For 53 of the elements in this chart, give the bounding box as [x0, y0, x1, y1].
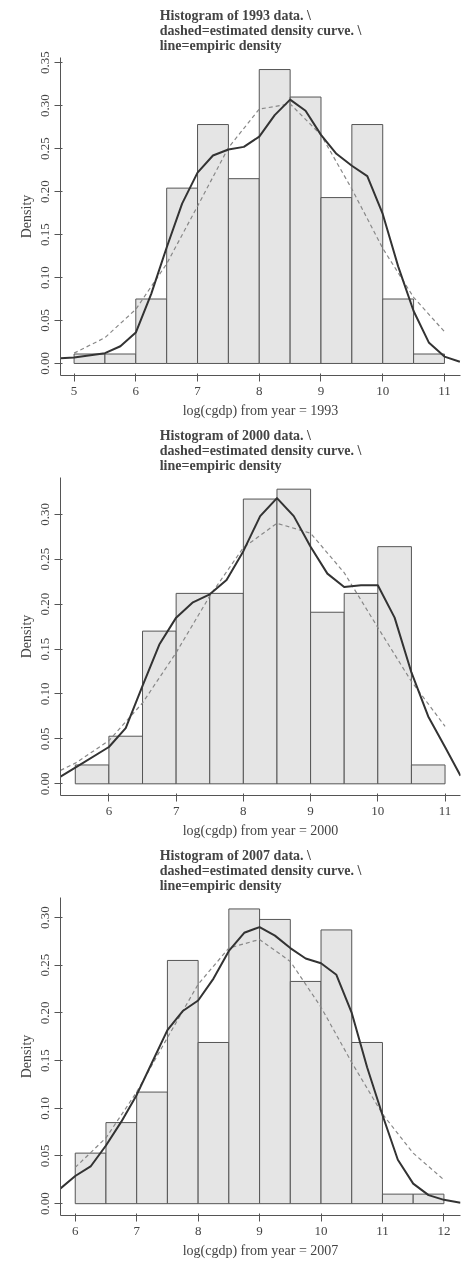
y-tick-label: 0.30: [37, 94, 53, 117]
x-tick-label: 9: [317, 382, 325, 398]
x-tick-label: 7: [172, 802, 180, 818]
y-tick-label: 0.25: [37, 547, 53, 571]
y-tick-label: 0.00: [37, 772, 53, 796]
y-tick-label: 0.20: [37, 1001, 53, 1025]
y-tick-label: 0.10: [37, 1096, 53, 1120]
y-tick-label: 0.15: [37, 637, 53, 661]
y-tick-label: 0.05: [37, 1144, 53, 1168]
x-tick-label: 8: [240, 802, 247, 818]
x-tick-label: 10: [314, 1222, 328, 1238]
y-tick-label: 0.15: [37, 223, 53, 246]
y-axis-title: Density: [18, 194, 34, 239]
x-tick-label: 11: [376, 1222, 389, 1238]
y-tick-label: 0.35: [37, 51, 53, 75]
x-axis-title: log(cgdp) from year = 1993: [182, 402, 339, 419]
x-tick-label: 7: [133, 1222, 141, 1238]
y-tick-label: 0.25: [37, 137, 53, 160]
y-axis-title: Density: [18, 1034, 34, 1079]
x-tick-label: 6: [132, 382, 140, 398]
y-tick-label: 0.15: [37, 1049, 53, 1072]
x-axis-title: log(cgdp) from year = 2000: [182, 822, 339, 839]
y-tick-label: 0.00: [37, 352, 53, 375]
y-tick-label: 0.30: [37, 502, 53, 526]
chart-title: Histogram of 2007 data. \ dashed=estimated density curve. \ line=empiric density: [159, 847, 363, 893]
x-axis-title: log(cgdp) from year = 2007: [182, 1242, 339, 1259]
y-tick-label: 0.05: [37, 309, 53, 332]
y-tick-label: 0.10: [37, 266, 53, 289]
x-tick-label: 11: [438, 802, 452, 818]
y-tick-label: 0.00: [37, 1192, 53, 1216]
x-tick-label: 9: [307, 802, 314, 818]
x-tick-label: 9: [256, 1222, 263, 1238]
x-tick-label: 8: [256, 382, 263, 398]
y-tick-label: 0.20: [37, 180, 53, 203]
line-series: [74, 938, 445, 1181]
y-tick-label: 0.10: [37, 682, 53, 706]
chart-title: Histogram of 2000 data. \ dashed=estimated density curve. \ line=empiric density: [159, 427, 363, 473]
x-tick-label: 8: [194, 1222, 202, 1238]
chart-title: Histogram of 1993 data. \ dashed=estimated density curve. \ line=empiric density: [159, 7, 363, 53]
y-tick-label: 0.30: [37, 906, 53, 929]
y-tick-label: 0.05: [37, 727, 53, 751]
x-tick-label: 10: [376, 382, 390, 398]
x-tick-label: 11: [438, 382, 451, 398]
x-tick-label: 6: [105, 802, 113, 818]
y-tick-label: 0.25: [37, 953, 53, 977]
x-tick-label: 7: [194, 382, 202, 398]
y-axis-title: Density: [18, 614, 34, 659]
line-series: [60, 926, 461, 1204]
x-tick-label: 6: [72, 1222, 79, 1238]
x-tick-label: 10: [371, 802, 385, 818]
y-tick-label: 0.20: [37, 592, 53, 616]
x-tick-label: 5: [70, 382, 78, 398]
x-tick-label: 12: [437, 1222, 451, 1238]
